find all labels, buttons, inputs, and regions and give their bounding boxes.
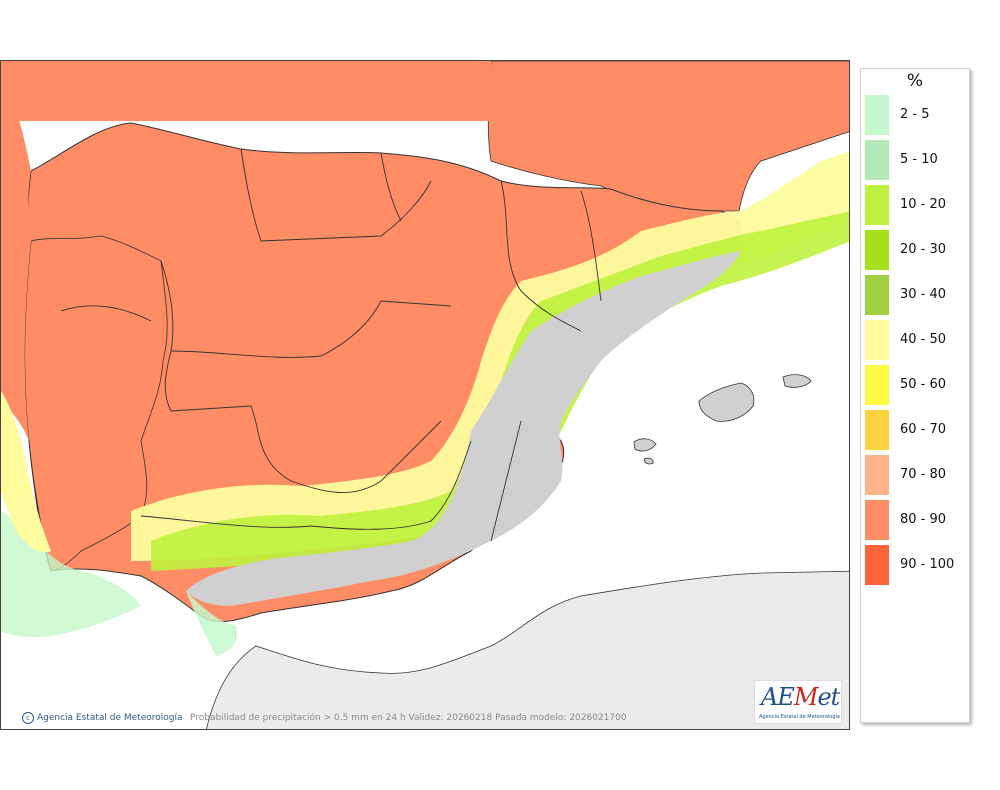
legend-item: 50 - 60	[863, 365, 967, 405]
legend-swatch	[865, 320, 889, 360]
legend-label: 80 - 90	[900, 512, 947, 527]
formentera-island	[643, 457, 654, 465]
north-africa-land	[206, 570, 849, 729]
legend-label: 60 - 70	[900, 422, 947, 437]
legend-swatch	[865, 95, 889, 135]
legend-swatch	[865, 455, 889, 495]
legend-item: 2 - 5	[863, 95, 967, 135]
legend-label: 90 - 100	[900, 557, 955, 572]
probability-legend: % 2 - 5 5 - 10 10 - 20 20 - 30 30 - 40 40 - 5…	[860, 68, 970, 723]
legend-label: 5 - 10	[900, 152, 938, 167]
legend-label: 30 - 40	[900, 287, 947, 302]
dry-southeast	[186, 251, 741, 606]
ibiza-island	[633, 438, 657, 452]
mallorca-island	[698, 382, 755, 422]
region-borders	[60, 148, 602, 542]
legend-label: 10 - 20	[900, 197, 947, 212]
legend-label: 70 - 80	[900, 467, 947, 482]
menorca-island	[782, 374, 812, 388]
legend-swatch	[865, 140, 889, 180]
legend-item: 30 - 40	[863, 275, 967, 315]
northern-sea-band	[1, 61, 491, 121]
west-yellow-band	[1, 391, 51, 553]
legend-item: 20 - 30	[863, 230, 967, 270]
portugal-land	[24, 235, 168, 572]
legend-label: 20 - 30	[900, 242, 947, 257]
legend-item: 5 - 10	[863, 140, 967, 180]
precipitation-probability-map	[1, 61, 849, 729]
legend-swatch	[865, 275, 889, 315]
legend-item: 60 - 70	[863, 410, 967, 450]
copyright-icon: c	[22, 712, 34, 724]
credit-text: Agencia Estatal de Meteorología	[37, 713, 183, 723]
legend-item: 10 - 20	[863, 185, 967, 225]
logo-subtitle: Agencia Estatal de Meteorología	[759, 714, 840, 720]
legend-label: 2 - 5	[900, 107, 930, 122]
legend-item: 80 - 90	[863, 500, 967, 540]
aemet-logo[interactable]: AEMet Agencia Estatal de Meteorología	[754, 680, 842, 724]
legend-label: 50 - 60	[900, 377, 947, 392]
map-panel[interactable]	[0, 60, 850, 730]
legend-item: 40 - 50	[863, 320, 967, 360]
legend-item: 90 - 100	[863, 545, 967, 585]
logo-wordmark: AEMet	[761, 683, 840, 711]
legend-swatch	[865, 365, 889, 405]
aemet-credit[interactable]: c Agencia Estatal de Meteorología	[22, 712, 183, 724]
legend-unit: %	[906, 71, 924, 91]
legend-swatch	[865, 500, 889, 540]
legend-swatch	[865, 410, 889, 450]
map-caption: Probabilidad de precipitación > 0.5 mm e…	[190, 713, 627, 723]
legend-swatch	[865, 230, 889, 270]
legend-label: 40 - 50	[900, 332, 947, 347]
legend-item: 70 - 80	[863, 455, 967, 495]
probability-band-2-10	[186, 591, 238, 656]
legend-swatch	[865, 545, 889, 585]
legend-swatch	[865, 185, 889, 225]
atlantic-sw	[1, 61, 31, 441]
